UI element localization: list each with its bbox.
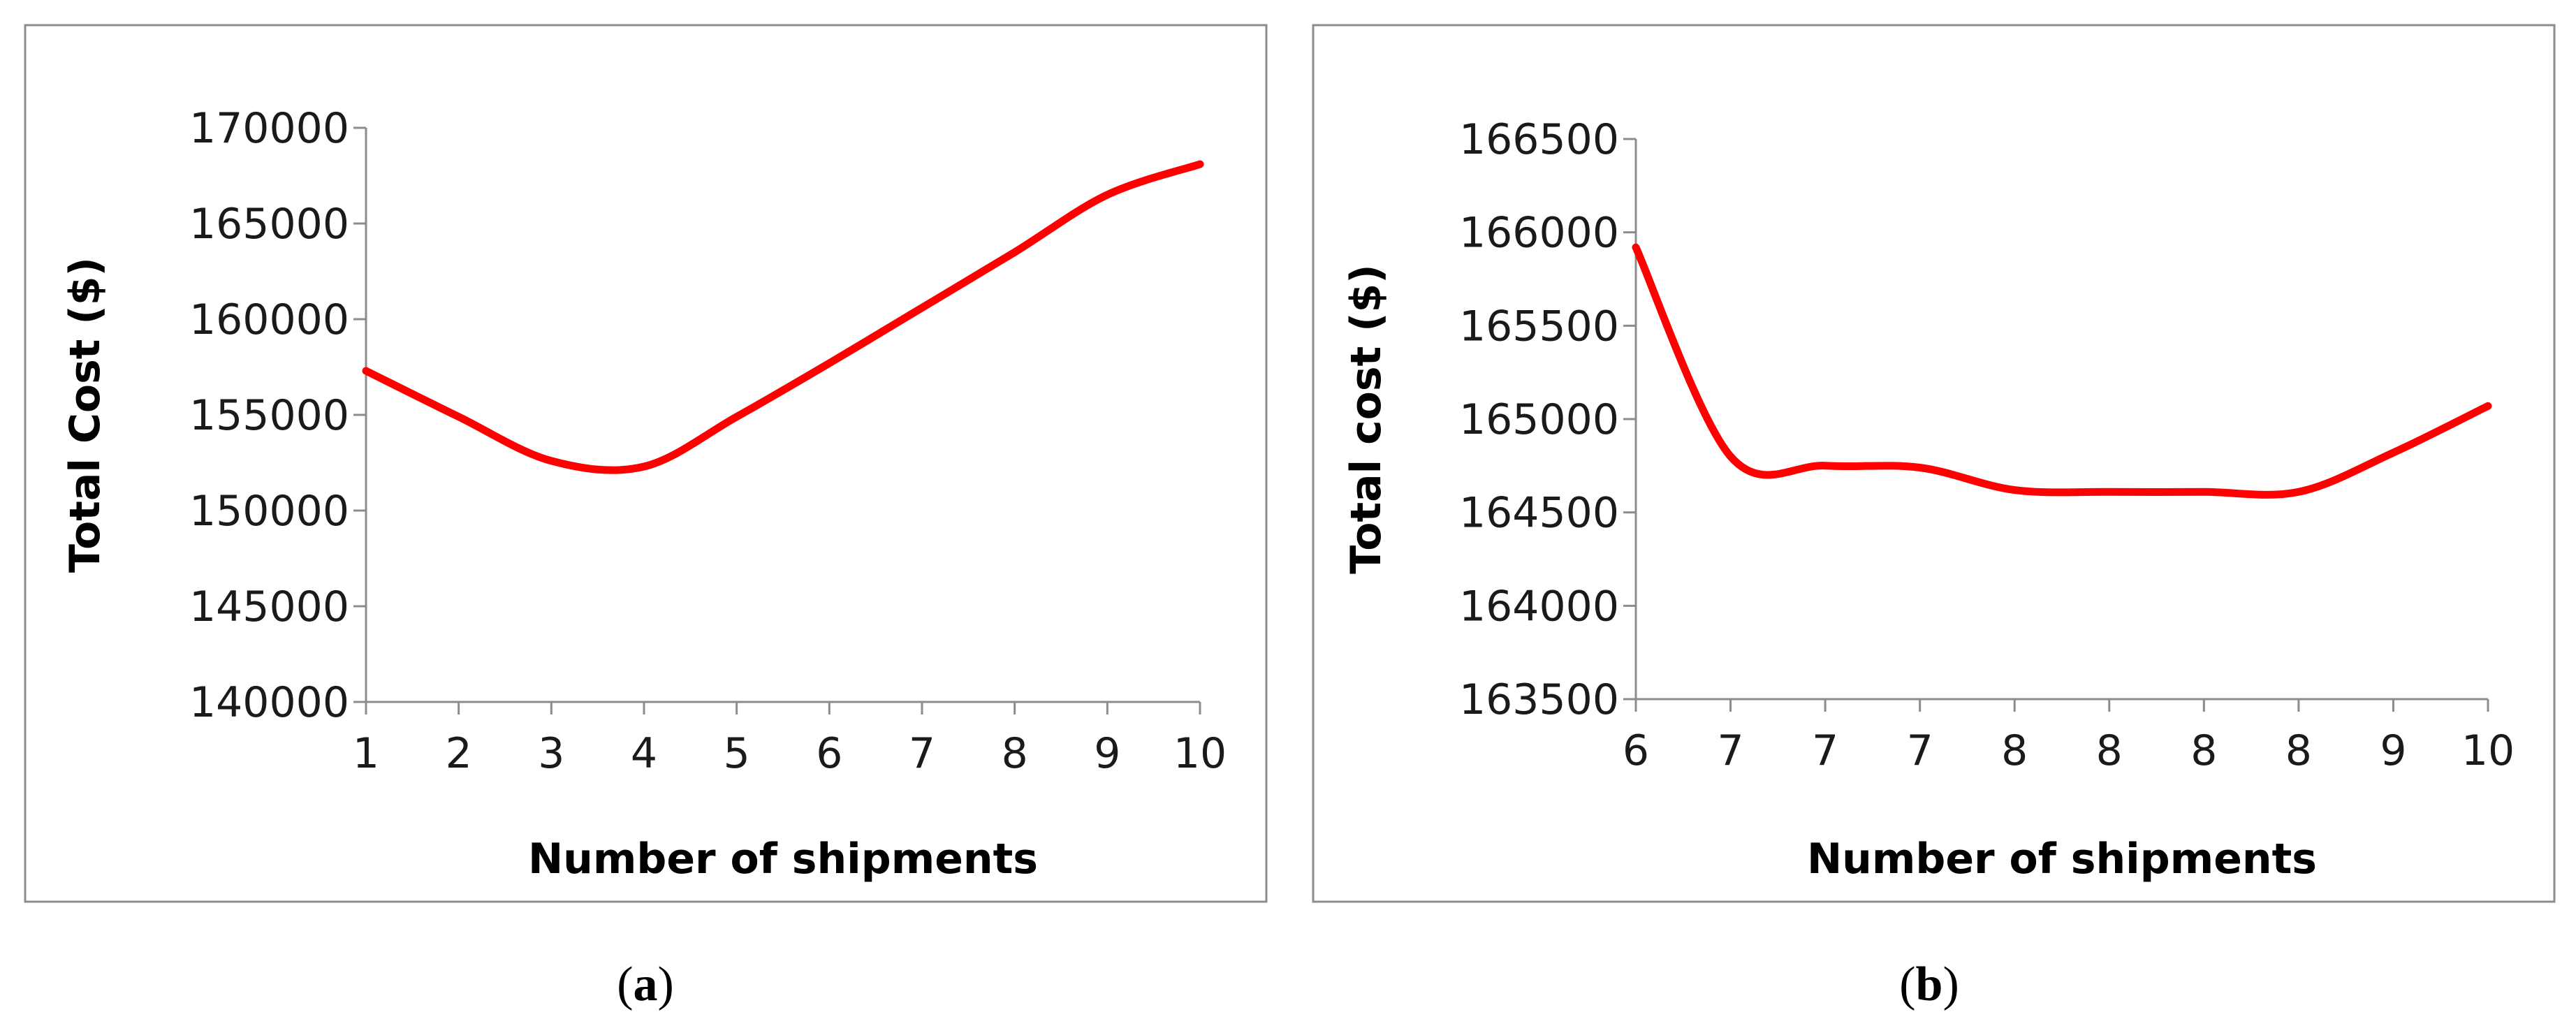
panel-caption-b: (b) xyxy=(1899,958,1959,1011)
chart-panel-b: 163500 164000 164500 165000 165500 166000 1665… xyxy=(1312,24,2556,1011)
x-tick-label: 7 xyxy=(909,729,935,778)
x-tick-label: 1 xyxy=(353,729,379,778)
x-tick-label: 5 xyxy=(724,729,750,778)
x-tick-label: 8 xyxy=(2190,726,2217,775)
x-tick-label: 8 xyxy=(2285,726,2312,775)
x-tick-label: 6 xyxy=(816,729,842,778)
panel-caption-a: (a) xyxy=(617,958,674,1011)
x-tick-label: 8 xyxy=(2001,726,2028,775)
x-tick-label: 7 xyxy=(1812,726,1838,775)
y-tick-label: 164500 xyxy=(1459,489,1619,538)
y-tick-label: 163500 xyxy=(1459,675,1619,724)
x-tick-label: 9 xyxy=(1094,729,1120,778)
y-tick-label: 165000 xyxy=(1459,395,1619,444)
x-tick-label: 7 xyxy=(1907,726,1933,775)
chart-panel-a: 140000 145000 150000 155000 160000 165000 1700… xyxy=(24,24,1268,1011)
y-tick-label: 166000 xyxy=(1459,209,1619,258)
x-tick-label: 8 xyxy=(2096,726,2123,775)
x-tick-label: 10 xyxy=(1173,729,1227,778)
x-tick-label: 4 xyxy=(631,729,657,778)
x-axis-title: Number of shipments xyxy=(1807,835,2317,884)
y-axis-title: Total Cost ($) xyxy=(61,257,110,573)
y-tick-label: 155000 xyxy=(189,391,349,440)
x-tick-label: 2 xyxy=(446,729,472,778)
y-axis-title: Total cost ($) xyxy=(1342,264,1391,573)
x-axis-title: Number of shipments xyxy=(528,835,1038,884)
y-tick-label: 164000 xyxy=(1459,582,1619,631)
y-tick-label: 150000 xyxy=(189,487,349,536)
series-line xyxy=(1632,243,2492,499)
x-tick-label: 3 xyxy=(538,729,564,778)
y-tick-label: 166500 xyxy=(1459,115,1619,164)
x-tick-label: 10 xyxy=(2461,726,2515,775)
y-tick-label: 165000 xyxy=(189,200,349,249)
x-tick-label: 6 xyxy=(1623,726,1649,775)
x-tick-label: 8 xyxy=(1002,729,1028,778)
series-line xyxy=(362,160,1204,474)
x-tick-label: 9 xyxy=(2380,726,2406,775)
y-tick-label: 160000 xyxy=(189,295,349,344)
chart-frame xyxy=(1312,24,2556,903)
y-tick-label: 170000 xyxy=(189,104,349,153)
y-tick-label: 165500 xyxy=(1459,302,1619,351)
x-tick-label: 7 xyxy=(1717,726,1743,775)
y-tick-label: 140000 xyxy=(189,678,349,727)
y-tick-label: 145000 xyxy=(189,583,349,631)
